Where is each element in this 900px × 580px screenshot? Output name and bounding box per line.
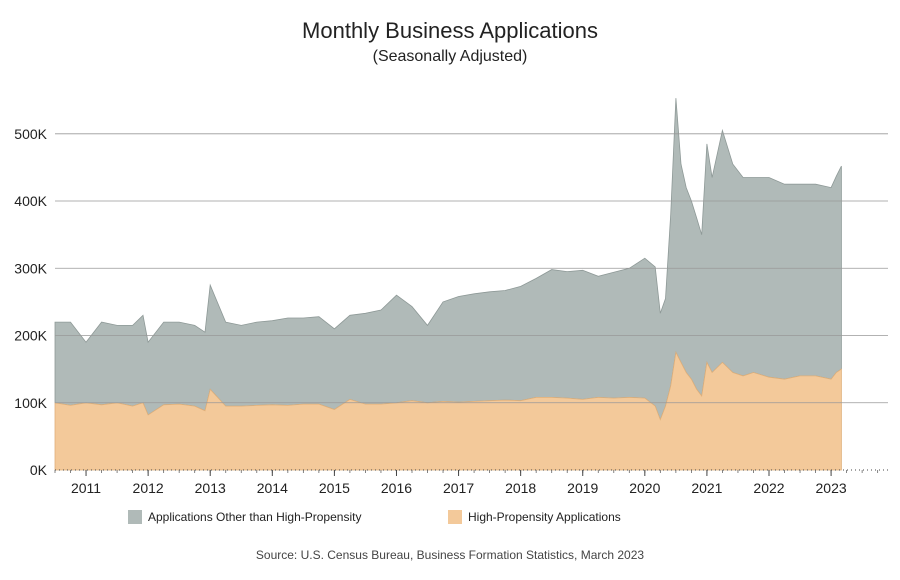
legend-swatch-high (448, 510, 462, 524)
legend-swatch-other (128, 510, 142, 524)
legend-item-high: High-Propensity Applications (448, 510, 621, 524)
x-tick-label: 2011 (71, 480, 101, 496)
legend-item-other: Applications Other than High-Propensity (128, 510, 361, 524)
legend-label-other: Applications Other than High-Propensity (148, 510, 362, 524)
y-tick-label: 400K (14, 193, 47, 209)
x-tick-label: 2017 (443, 480, 474, 496)
legend-label-high: High-Propensity Applications (468, 510, 621, 524)
x-tick-label: 2022 (753, 480, 784, 496)
x-tick-label: 2021 (691, 480, 722, 496)
x-tick-label: 2014 (257, 480, 288, 496)
x-tick-label: 2012 (133, 480, 164, 496)
x-tick-label: 2013 (195, 480, 226, 496)
y-tick-label: 100K (14, 395, 47, 411)
y-tick-label: 0K (30, 462, 48, 478)
series-area-high-propensity (54, 351, 842, 471)
x-tick-label: 2023 (816, 480, 847, 496)
chart-title: Monthly Business Applications (302, 18, 598, 43)
chart-subtitle: (Seasonally Adjusted) (372, 48, 528, 65)
y-tick-label: 300K (14, 260, 47, 276)
source-note: Source: U.S. Census Bureau, Business For… (255, 548, 645, 562)
y-tick-label: 500K (14, 126, 47, 142)
x-tick-label: 2020 (629, 480, 660, 496)
x-tick-label: 2019 (567, 480, 598, 496)
x-tick-label: 2018 (505, 480, 536, 496)
x-tick-label: 2015 (319, 480, 350, 496)
y-tick-label: 200K (14, 328, 47, 344)
x-tick-label: 2016 (381, 480, 412, 496)
